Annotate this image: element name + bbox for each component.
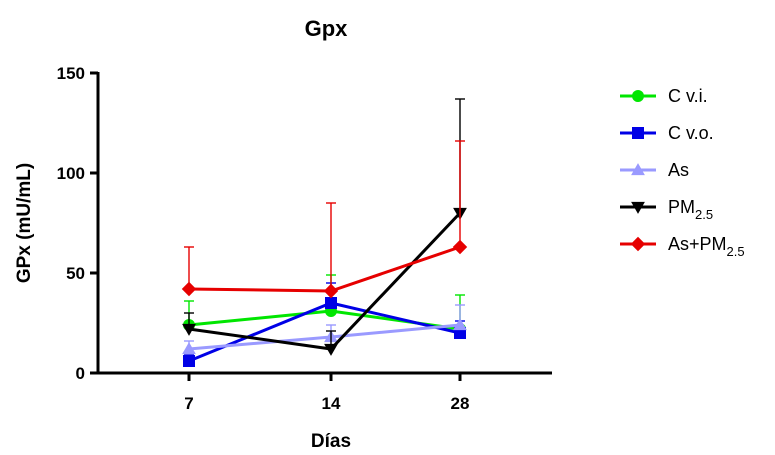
- legend-label-text: C v.i.: [668, 86, 708, 106]
- legend-marker: [631, 201, 645, 214]
- series-pm2-5: [182, 98, 467, 356]
- legend-item: As: [620, 160, 689, 180]
- legend-label-text: PM: [668, 197, 695, 217]
- plot-series: [181, 98, 468, 367]
- x-tick-label: 14: [322, 394, 341, 413]
- series-line: [188, 323, 461, 351]
- legend-label: PM2.5: [668, 197, 713, 222]
- axes: [96, 72, 552, 375]
- legend-label: As: [668, 160, 689, 180]
- x-axis-ticks: 7 14 28: [184, 373, 469, 413]
- legend-marker: [630, 236, 646, 252]
- y-axis-ticks: 0 50 100 150: [57, 64, 98, 383]
- y-tick-label: 0: [76, 364, 85, 383]
- data-point: [324, 343, 338, 356]
- data-point: [181, 281, 197, 297]
- legend-label-text: As+PM: [668, 234, 727, 254]
- data-point: [182, 342, 196, 355]
- legend-label-text: As: [668, 160, 689, 180]
- x-tick-label: 7: [184, 394, 193, 413]
- y-tick-label: 150: [57, 64, 85, 83]
- series-as-pm2-5: [181, 140, 468, 299]
- legend-item: C v.o.: [620, 123, 714, 143]
- legend-marker: [632, 90, 644, 102]
- series-line: [188, 245, 461, 293]
- y-axis-title: GPx (mU/mL): [14, 163, 35, 283]
- y-tick-label: 100: [57, 164, 85, 183]
- data-point: [323, 283, 339, 299]
- legend-item: PM2.5: [620, 197, 713, 222]
- x-axis-title: Días: [311, 431, 351, 452]
- legend-label-subscript: 2.5: [727, 244, 745, 259]
- legend-item: As+PM2.5: [620, 234, 745, 259]
- legend-label: C v.i.: [668, 86, 708, 106]
- legend-marker: [631, 163, 645, 176]
- data-point: [452, 239, 468, 255]
- data-point: [453, 318, 467, 331]
- x-tick-label: 28: [451, 394, 470, 413]
- series-line: [188, 309, 461, 331]
- data-point: [182, 323, 196, 336]
- legend-marker: [632, 127, 644, 139]
- legend-item: C v.i.: [620, 86, 708, 106]
- series-c-v-o-: [183, 282, 466, 367]
- data-point: [183, 355, 195, 367]
- legend-label: As+PM2.5: [668, 234, 745, 259]
- legend-label-text: C v.o.: [668, 123, 714, 143]
- y-tick-label: 50: [66, 264, 85, 283]
- legend-label: C v.o.: [668, 123, 714, 143]
- legend-label-subscript: 2.5: [695, 207, 713, 222]
- data-point: [325, 297, 337, 309]
- chart-title: Gpx: [305, 16, 349, 41]
